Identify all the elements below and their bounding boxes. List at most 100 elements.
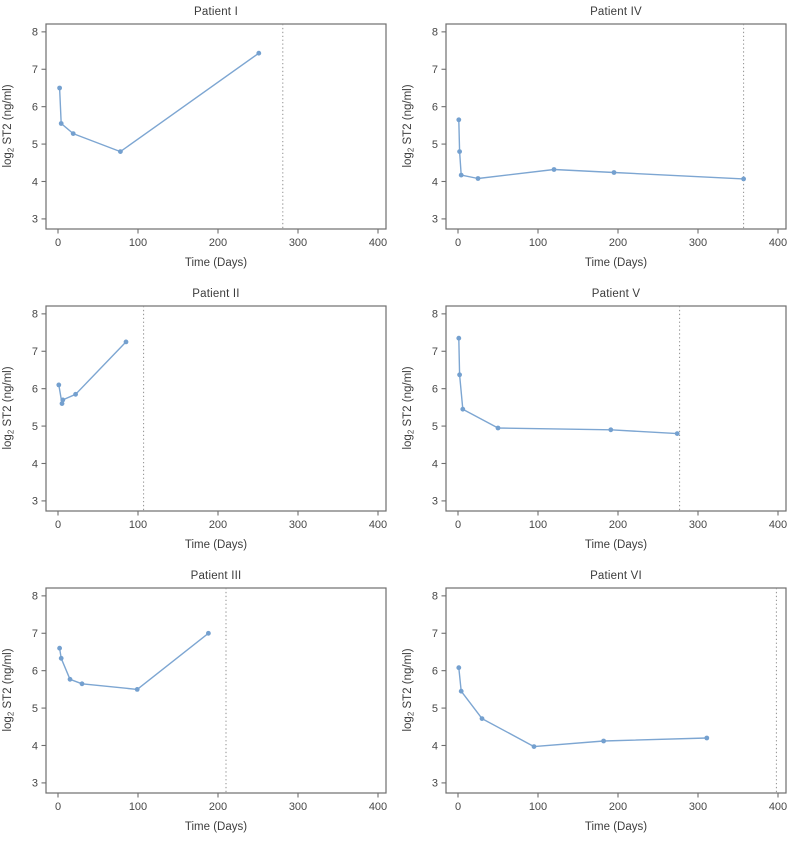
data-point-marker: [531, 744, 537, 749]
y-axis-label: log2 ST2 (ng/ml): [402, 366, 416, 449]
data-point-marker: [674, 431, 680, 436]
data-point-marker: [479, 716, 485, 721]
panel-patient-iii: Patient III Time (Days) log2 ST2 (ng/ml)…: [0, 564, 400, 846]
y-tick-label: 6: [32, 101, 38, 113]
x-tick-label: 400: [369, 801, 387, 813]
data-point-marker: [256, 50, 262, 56]
plot-frame: [45, 587, 387, 794]
data-point-marker: [475, 176, 481, 181]
patient-iv-chart: Patient IV Time (Days) log2 ST2 (ng/ml) …: [402, 6, 787, 269]
x-tick-label: 300: [689, 801, 707, 813]
y-tick-label: 5: [432, 421, 438, 433]
y-axis-label: log2 ST2 (ng/ml): [2, 648, 16, 731]
x-tick-label: 200: [209, 519, 227, 531]
y-axis-label: log2 ST2 (ng/ml): [2, 366, 16, 449]
y-tick-label: 6: [432, 101, 438, 113]
y-axis-label: log2 ST2 (ng/ml): [402, 648, 416, 731]
x-axis-label: Time (Days): [185, 257, 247, 269]
y-tick-label: 7: [32, 346, 38, 358]
plot-frame: [45, 305, 387, 512]
data-point-marker: [123, 339, 129, 345]
series-line: [458, 119, 745, 180]
data-point-marker: [134, 687, 140, 692]
data-point-marker: [608, 427, 614, 433]
data-point-marker: [56, 382, 62, 388]
x-tick-label: 100: [129, 519, 147, 531]
y-tick-label: 5: [432, 139, 438, 151]
y-tick-label: 6: [32, 665, 38, 677]
y-tick-label: 7: [32, 628, 38, 640]
series-line: [458, 337, 678, 435]
series-line: [458, 666, 708, 748]
data-point-marker: [460, 406, 466, 412]
x-axis-label: Time (Days): [585, 539, 647, 551]
y-tick-label: 4: [432, 176, 438, 188]
x-tick-label: 0: [455, 519, 461, 531]
y-tick-label: 3: [32, 778, 38, 790]
data-point-marker: [206, 630, 211, 636]
y-tick-label: 5: [432, 703, 438, 715]
y-tick-label: 4: [432, 458, 438, 470]
y-tick-label: 4: [432, 740, 438, 752]
data-point-marker: [456, 117, 462, 123]
y-tick-label: 8: [32, 309, 38, 321]
y-tick-label: 8: [32, 591, 38, 603]
data-point-marker: [73, 391, 78, 397]
data-point-marker: [458, 172, 464, 178]
y-tick-label: 4: [32, 176, 38, 188]
panel-patient-vi: Patient VI Time (Days) log2 ST2 (ng/ml) …: [400, 564, 800, 846]
data-point-marker: [458, 688, 464, 694]
data-point-marker: [495, 425, 501, 431]
y-tick-label: 3: [432, 214, 438, 226]
patient-ii-chart: Patient II Time (Days) log2 ST2 (ng/ml) …: [2, 288, 387, 551]
series-line: [58, 52, 260, 153]
data-point-marker: [456, 665, 462, 671]
x-tick-label: 300: [289, 801, 307, 813]
plot-frame: [445, 23, 787, 230]
x-tick-label: 400: [769, 801, 787, 813]
x-tick-label: 100: [129, 237, 147, 249]
y-tick-label: 8: [32, 27, 38, 39]
panel-title: Patient VI: [590, 570, 642, 582]
y-tick-label: 7: [432, 628, 438, 640]
data-point-marker: [457, 149, 462, 155]
y-tick-label: 5: [32, 421, 38, 433]
series-line: [58, 632, 210, 691]
x-tick-label: 300: [289, 519, 307, 531]
data-point-marker: [57, 645, 62, 651]
x-tick-label: 0: [55, 801, 61, 813]
x-tick-label: 200: [609, 237, 627, 249]
x-tick-label: 100: [529, 801, 547, 813]
panel-title: Patient I: [194, 6, 238, 18]
data-point-marker: [118, 149, 123, 155]
data-point-marker: [456, 335, 462, 341]
x-tick-label: 300: [689, 237, 707, 249]
y-tick-label: 4: [32, 740, 38, 752]
y-tick-label: 3: [32, 214, 38, 226]
x-tick-label: 200: [209, 801, 227, 813]
patient-v-chart: Patient V Time (Days) log2 ST2 (ng/ml) 0…: [402, 288, 787, 551]
y-tick-label: 7: [432, 64, 438, 76]
x-tick-label: 0: [55, 519, 61, 531]
y-tick-label: 6: [432, 665, 438, 677]
panel-patient-i: Patient I Time (Days) log2 ST2 (ng/ml) 0…: [0, 0, 400, 282]
y-tick-label: 5: [32, 139, 38, 151]
x-tick-label: 0: [55, 237, 61, 249]
x-axis-label: Time (Days): [185, 539, 247, 551]
data-point-marker: [60, 397, 66, 403]
data-point-marker: [457, 372, 462, 378]
panel-title: Patient IV: [590, 6, 642, 18]
x-tick-label: 200: [209, 237, 227, 249]
x-axis-label: Time (Days): [185, 821, 247, 833]
x-tick-label: 200: [609, 519, 627, 531]
panel-title: Patient III: [191, 570, 242, 582]
data-point-marker: [57, 85, 62, 91]
y-tick-label: 5: [32, 703, 38, 715]
x-tick-label: 100: [529, 237, 547, 249]
x-axis-label: Time (Days): [585, 821, 647, 833]
y-tick-label: 3: [432, 778, 438, 790]
x-tick-label: 400: [769, 237, 787, 249]
data-point-marker: [611, 170, 617, 175]
x-tick-label: 400: [769, 519, 787, 531]
